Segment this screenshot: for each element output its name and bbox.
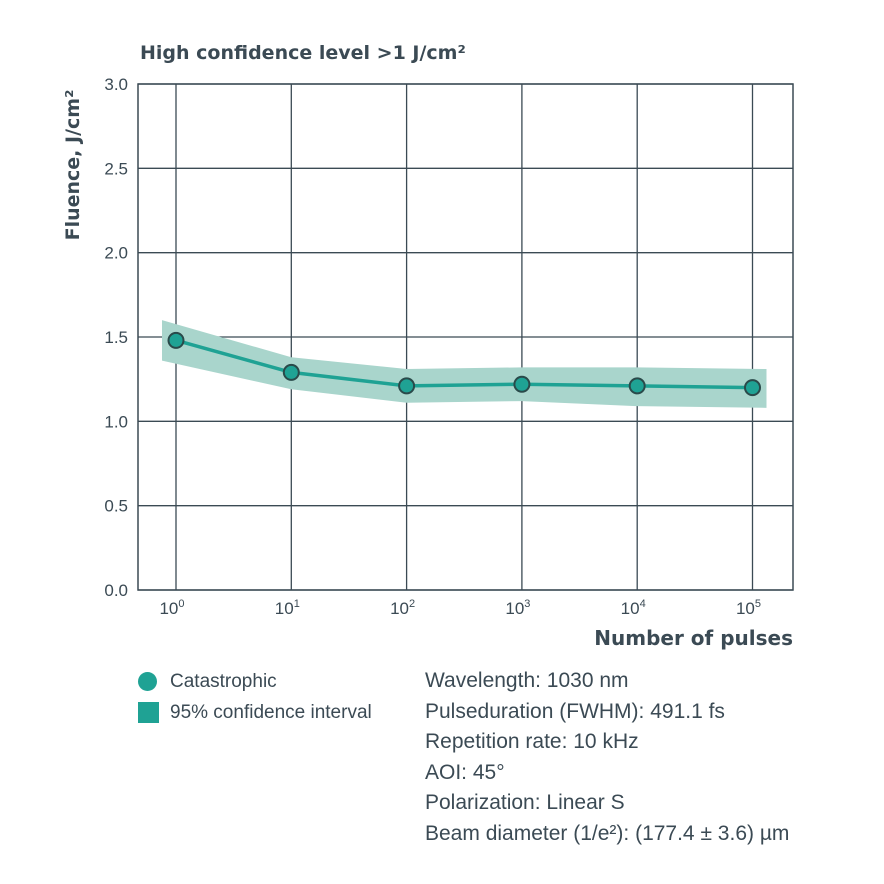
x-tick-label: 103 xyxy=(505,598,530,618)
y-tick-label: 3.0 xyxy=(104,75,128,94)
param-aoi: AOI: 45° xyxy=(425,760,505,784)
data-point xyxy=(513,375,531,393)
x-tick-label: 101 xyxy=(275,598,300,618)
x-axis-label: Number of pulses xyxy=(594,626,793,650)
param-repetition-rate: Repetition rate: 10 kHz xyxy=(425,730,639,753)
y-tick-label: 2.5 xyxy=(104,159,128,178)
parameters-list: Wavelength: 1030 nm Pulseduration (FWHM)… xyxy=(425,666,789,849)
chart-title: High confidence level >1 J/cm² xyxy=(140,42,466,64)
chart: High confidence level >1 J/cm² Fluence, … xyxy=(62,42,794,650)
y-tick-label: 0.5 xyxy=(104,497,128,516)
y-axis-label: Fluence, J/cm² xyxy=(62,90,84,241)
data-point xyxy=(282,363,300,381)
y-tick-label: 0.0 xyxy=(104,581,128,600)
legend-label: 95% confidence interval xyxy=(170,701,372,723)
x-tick-labels: 100 101 102 103 104 105 xyxy=(159,598,761,618)
data-point xyxy=(398,377,416,395)
x-tick-label: 104 xyxy=(621,598,646,618)
param-wavelength: Wavelength: 1030 nm xyxy=(425,669,629,692)
legend-marker-circle xyxy=(138,672,157,691)
param-beam-diameter: Beam diameter (1/e²): (177.4 ± 3.6) µm xyxy=(425,821,790,845)
x-tick-label: 102 xyxy=(390,598,415,618)
y-tick-label: 1.5 xyxy=(104,328,128,347)
confidence-band-layer xyxy=(162,320,767,408)
legend-marker-square xyxy=(138,702,159,723)
series-layer xyxy=(167,331,761,397)
data-point xyxy=(628,377,646,395)
legend-label: Catastrophic xyxy=(170,670,277,692)
param-pulse-duration: Pulseduration (FWHM): 491.1 fs xyxy=(425,699,725,723)
confidence-band xyxy=(162,320,767,408)
y-tick-label: 2.0 xyxy=(104,244,128,263)
param-polarization: Polarization: Linear S xyxy=(425,791,625,814)
series-line xyxy=(175,338,753,390)
y-tick-labels: 0.0 0.5 1.0 1.5 2.0 2.5 3.0 xyxy=(104,75,128,600)
data-point xyxy=(167,331,185,349)
legend-item-catastrophic: Catastrophic xyxy=(138,666,372,697)
data-point xyxy=(744,379,761,397)
x-tick-label: 100 xyxy=(159,598,184,618)
grid xyxy=(138,83,793,591)
x-tick-label: 105 xyxy=(736,598,761,618)
plot-frame xyxy=(137,83,794,591)
y-tick-label: 1.0 xyxy=(104,412,128,431)
legend-item-confidence: 95% confidence interval xyxy=(138,697,372,728)
legend: Catastrophic 95% confidence interval xyxy=(138,666,372,728)
